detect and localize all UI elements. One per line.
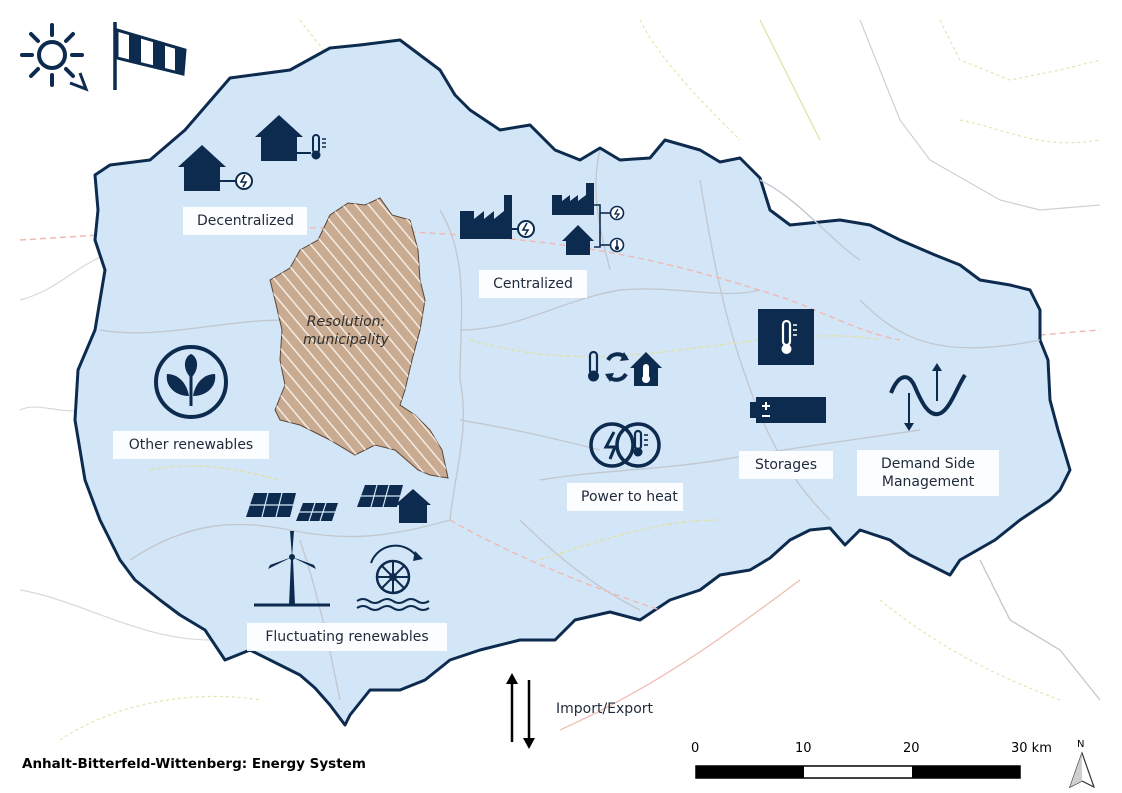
scale-bar [695, 765, 1021, 779]
sine-wave-icon [889, 363, 967, 431]
battery-icon [750, 397, 826, 423]
factory-plug-icon [460, 195, 535, 239]
label-dsm-line1: Demand Side [880, 456, 976, 472]
rail-lines [259, 224, 901, 611]
scale-tick-10: 10 [795, 741, 812, 756]
windsock-icon [113, 22, 187, 90]
wind-turbine-icon [254, 531, 330, 607]
label-centralized: Centralized [479, 270, 587, 298]
thermal-storage-icon [758, 309, 814, 365]
label-other-renewables: Other renewables [113, 431, 269, 459]
solar-roof-icon [357, 484, 431, 523]
north-label: N [1077, 739, 1085, 750]
label-resolution-line1: Resolution: [306, 314, 386, 330]
label-decentralized: Decentralized [183, 207, 307, 235]
scale-tick-0: 0 [691, 741, 700, 756]
factory-house-icon [552, 183, 625, 255]
import-export-arrows-icon [506, 673, 535, 749]
solar-panels-icon [246, 492, 338, 522]
label-storages: Storages [739, 451, 833, 479]
label-resolution-line2: municipality [303, 332, 389, 348]
background-context [19, 19, 1101, 741]
district-area [73, 38, 1072, 727]
house-plug-icon [178, 145, 253, 191]
municipality-hatch [270, 198, 448, 478]
power-to-heat-icon [589, 422, 661, 468]
scale-tick-30: 30 km [1011, 741, 1052, 756]
label-resolution: Resolution: municipality [296, 313, 396, 349]
north-arrow-icon [1068, 751, 1096, 789]
water-wheel-icon [356, 544, 430, 611]
leaves-icon [154, 345, 228, 419]
house-thermometer-icon [255, 115, 326, 161]
sun-icon [20, 23, 89, 92]
label-demand-side-management: Demand Side Management [857, 450, 999, 496]
label-import-export: Import/Export [556, 701, 654, 717]
heat-pump-icon [588, 350, 662, 386]
scale-tick-20: 20 [903, 741, 920, 756]
label-power-to-heat: Power to heat [567, 483, 683, 511]
map-title: Anhalt-Bitterfeld-Wittenberg: Energy Sys… [22, 756, 366, 772]
label-dsm-line2: Management [881, 474, 975, 490]
municipality-boundaries [99, 149, 1041, 701]
minor-roads [149, 335, 881, 561]
label-fluctuating-renewables: Fluctuating renewables [247, 623, 447, 651]
